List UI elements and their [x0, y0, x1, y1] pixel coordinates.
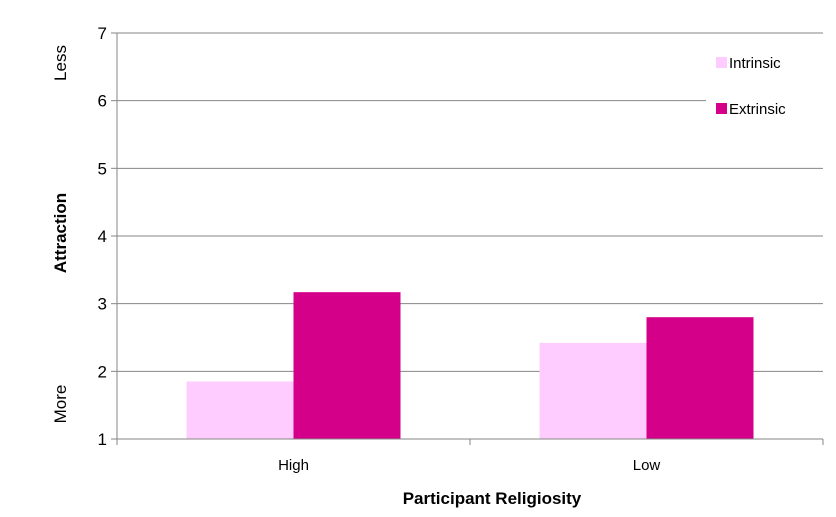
- x-tick-label: Low: [633, 457, 661, 474]
- y-tick-label: 3: [98, 295, 107, 314]
- legend: Intrinsic Extrinsic: [706, 48, 824, 126]
- bar-intrinsic-low: [539, 342, 647, 439]
- bar-extrinsic-low: [646, 317, 754, 439]
- y-tick-label: 1: [98, 430, 107, 449]
- y-tick-label: 2: [98, 362, 107, 381]
- x-tick-labels: High Low: [116, 439, 824, 474]
- x-axis-title: Participant Religiosity: [403, 489, 582, 508]
- y-tick-label: 6: [98, 92, 107, 111]
- legend-swatch-intrinsic: [716, 57, 727, 68]
- legend-swatch-extrinsic: [716, 103, 727, 114]
- y-anchor-top-label: Less: [51, 45, 70, 81]
- y-tick-label: 7: [98, 24, 107, 43]
- legend-label-extrinsic: Extrinsic: [729, 101, 786, 118]
- x-tick-label: High: [278, 457, 309, 474]
- y-tick-labels: 1 2 3 4 5 6 7: [98, 24, 117, 449]
- bar-extrinsic-high: [293, 292, 401, 439]
- y-anchor-bottom-label: More: [51, 385, 70, 424]
- legend-label-intrinsic: Intrinsic: [729, 55, 781, 72]
- y-tick-label: 5: [98, 159, 107, 178]
- y-tick-label: 4: [98, 227, 107, 246]
- bar-intrinsic-high: [186, 381, 294, 439]
- bars: [186, 292, 754, 439]
- y-axis-title: Attraction: [51, 193, 70, 273]
